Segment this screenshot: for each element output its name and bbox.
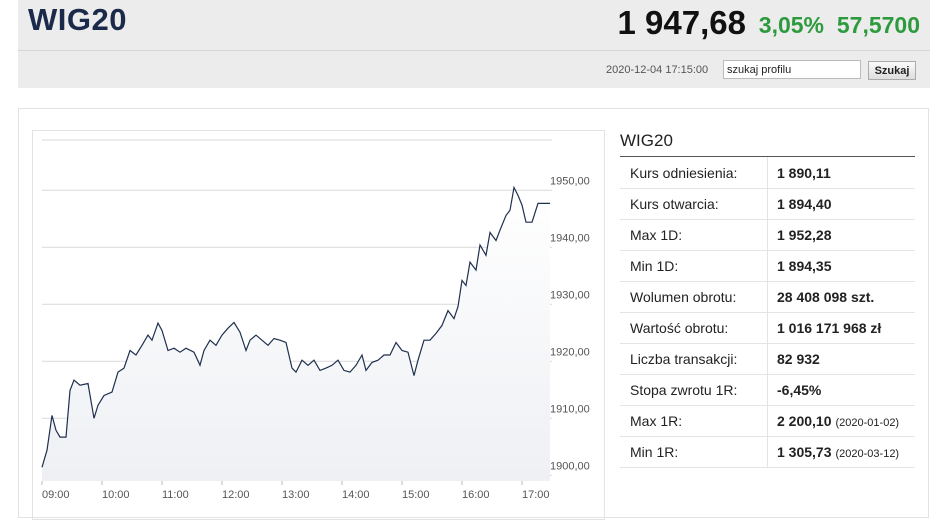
value-text: 1 894,35 xyxy=(777,258,832,274)
x-tick-label: 11:00 xyxy=(162,489,189,501)
row-label: Kurs odniesienia: xyxy=(630,165,738,181)
table-row: Wolumen obrotu: 28 408 098 szt. xyxy=(620,281,915,313)
price-line xyxy=(41,185,550,468)
row-label: Stopa zwrotu 1R: xyxy=(630,382,738,398)
x-tick-label: 09:00 xyxy=(42,489,70,501)
row-value: 2 200,10 (2020-01-02) xyxy=(777,413,899,429)
column-divider xyxy=(767,343,768,374)
column-divider xyxy=(767,157,768,188)
search-button[interactable]: Szukaj xyxy=(868,61,916,80)
x-tick-label: 17:00 xyxy=(522,489,550,501)
column-divider xyxy=(767,219,768,250)
value-text: 1 894,40 xyxy=(777,196,832,212)
value-text: 28 408 098 szt. xyxy=(777,289,875,305)
table-row: Min 1R: 1 305,73 (2020-03-12) xyxy=(620,436,915,468)
row-label: Wartość obrotu: xyxy=(630,320,729,336)
y-tick-label: 1940,00 xyxy=(550,232,590,244)
table-row: Min 1D: 1 894,35 xyxy=(620,250,915,282)
table-row: Stopa zwrotu 1R: -6,45% xyxy=(620,374,915,406)
row-value: 1 016 171 968 zł xyxy=(777,320,881,336)
row-value: 1 305,73 (2020-03-12) xyxy=(777,444,899,460)
chart: 1900,00 1910,00 1920,00 1930,00 1940,00 1950,… xyxy=(41,139,590,501)
y-tick-label: 1920,00 xyxy=(550,346,590,358)
x-tick-label: 13:00 xyxy=(282,489,310,501)
table-row: Max 1D: 1 952,28 xyxy=(620,219,915,251)
column-divider xyxy=(767,250,768,281)
table-row: Wartość obrotu: 1 016 171 968 zł xyxy=(620,312,915,344)
change-percent: 3,05% xyxy=(758,12,824,38)
x-tick-label: 10:00 xyxy=(102,489,130,501)
y-tick-label: 1910,00 xyxy=(550,403,590,415)
row-label: Min 1D: xyxy=(630,258,679,274)
y-tick-label: 1900,00 xyxy=(550,460,590,472)
timestamp: 2020-12-04 17:15:00 xyxy=(606,64,709,76)
table-row: Liczba transakcji: 82 932 xyxy=(620,343,915,375)
table-row: Max 1R: 2 200,10 (2020-01-02) xyxy=(620,405,915,437)
table-title: WIG20 xyxy=(620,131,673,150)
value-text: 1 952,28 xyxy=(777,227,832,243)
row-value: 1 952,28 xyxy=(777,227,832,243)
row-value: 28 408 098 szt. xyxy=(777,289,874,305)
column-divider xyxy=(767,436,768,467)
row-value: 82 932 xyxy=(777,351,820,367)
row-value: -6,45% xyxy=(777,382,821,398)
x-tick-label: 15:00 xyxy=(402,489,430,501)
row-label: Max 1R: xyxy=(630,413,683,429)
row-label: Max 1D: xyxy=(630,227,683,243)
value-text: 1 890,11 xyxy=(777,165,831,181)
column-divider xyxy=(767,281,768,312)
row-note: (2020-01-02) xyxy=(835,417,900,429)
index-price: 1 947,68 xyxy=(617,4,746,41)
row-label: Kurs otwarcia: xyxy=(630,196,719,212)
row-value: 1 894,35 xyxy=(777,258,832,274)
header-bar: WIG20 1 947,68 3,05% 57,5700 2020-12-04 … xyxy=(18,0,930,88)
value-text: -6,45% xyxy=(777,382,822,398)
row-label: Min 1R: xyxy=(630,444,679,460)
value-text: 2 200,10 xyxy=(777,413,832,429)
change-value: 57,5700 xyxy=(836,12,920,38)
row-value: 1 890,11 xyxy=(777,165,831,181)
x-tick-label: 16:00 xyxy=(462,489,490,501)
value-text: 1 305,73 xyxy=(777,444,832,460)
row-label: Wolumen obrotu: xyxy=(630,289,737,305)
value-text: 82 932 xyxy=(777,351,820,367)
separator xyxy=(18,50,930,51)
column-divider xyxy=(767,374,768,405)
page: WIG20 1 947,68 3,05% 57,5700 2020-12-04 … xyxy=(18,0,930,520)
x-tick-label: 14:00 xyxy=(342,489,370,501)
table-row: Kurs odniesienia: 1 890,11 xyxy=(620,157,915,189)
y-tick-label: 1930,00 xyxy=(550,289,590,301)
row-note: (2020-03-12) xyxy=(835,448,900,460)
index-title: WIG20 xyxy=(28,2,127,37)
price-area xyxy=(42,187,550,481)
row-value: 1 894,40 xyxy=(777,196,832,212)
column-divider xyxy=(767,405,768,436)
y-tick-label: 1950,00 xyxy=(550,175,590,187)
x-tick-label: 12:00 xyxy=(222,489,250,501)
search-input[interactable]: szukaj profilu xyxy=(723,60,861,79)
value-text: 1 016 171 968 zł xyxy=(777,320,882,336)
table-rule xyxy=(620,156,915,157)
row-label: Liczba transakcji: xyxy=(630,351,738,367)
column-divider xyxy=(767,312,768,343)
column-divider xyxy=(767,188,768,219)
table-row: Kurs otwarcia: 1 894,40 xyxy=(620,188,915,220)
